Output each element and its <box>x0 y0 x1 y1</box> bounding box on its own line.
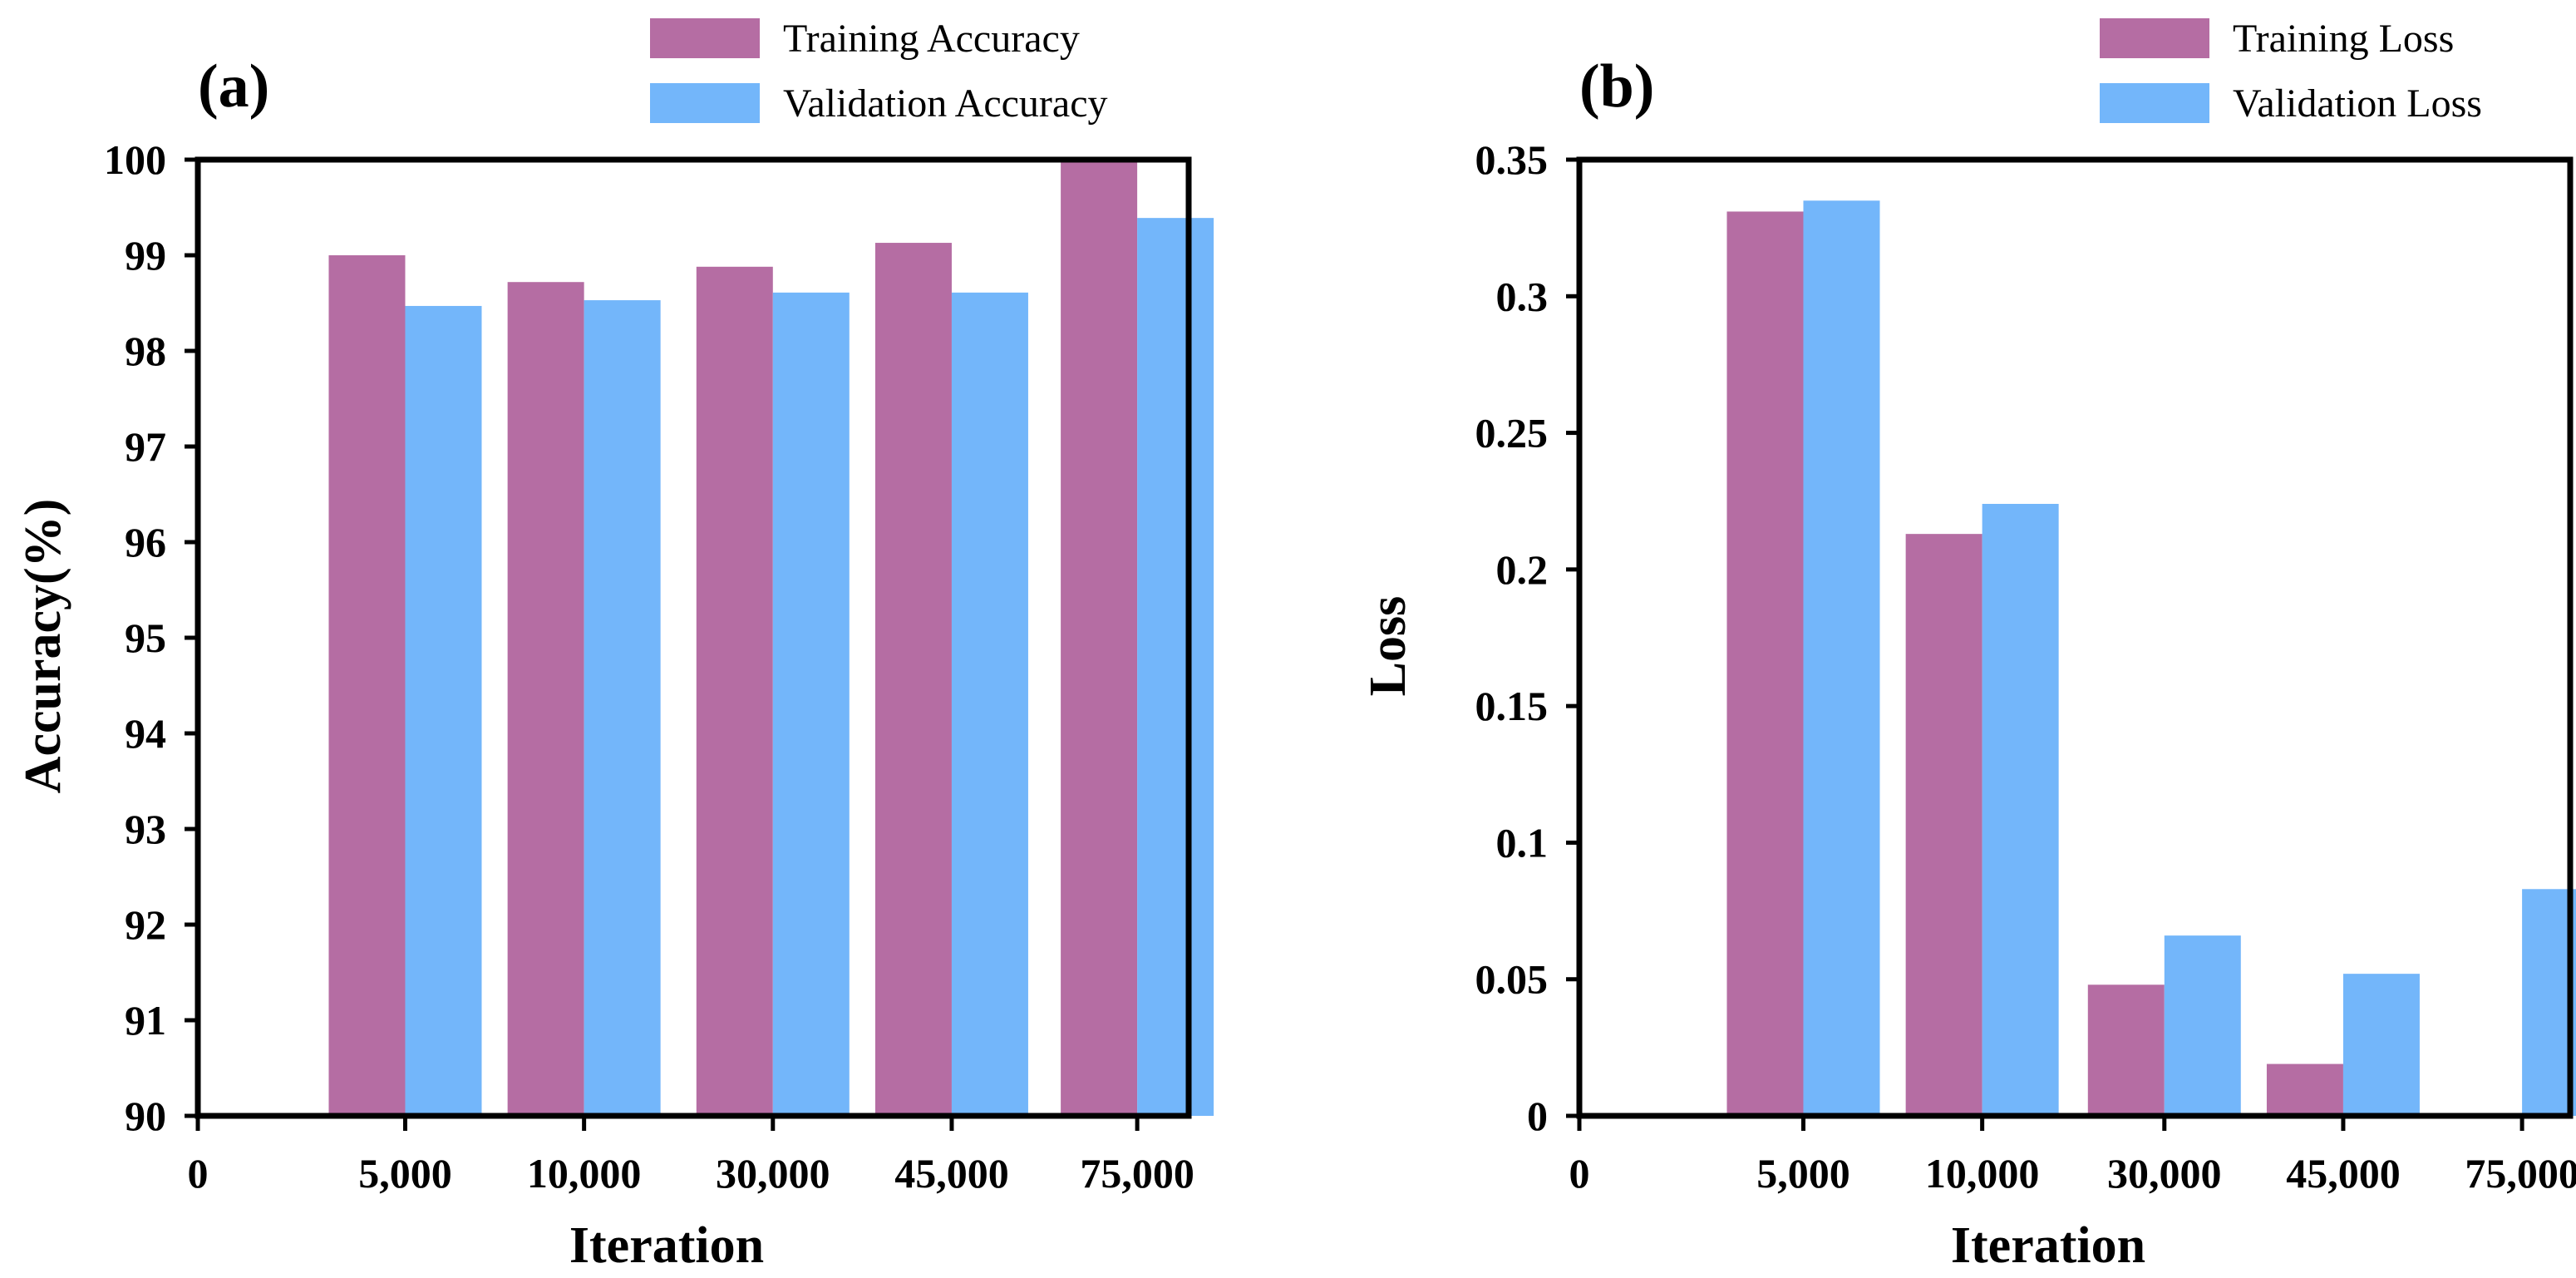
y-tick-label: 96 <box>125 519 166 565</box>
y-tick-label: 98 <box>125 328 166 374</box>
y-tick-label: 0.2 <box>1496 546 1549 593</box>
x-tick-label: 45,000 <box>894 1150 1009 1197</box>
y-tick-label: 0.1 <box>1496 819 1549 866</box>
legend-label: Training Loss <box>2233 17 2454 61</box>
legend: Training Accuracy Validation Accuracy <box>650 17 1108 126</box>
bar-validation <box>405 305 482 1116</box>
x-tick-label: 5,000 <box>358 1150 452 1197</box>
legend-swatch-training <box>650 18 760 58</box>
bar-training <box>874 243 952 1116</box>
legend-swatch-training <box>2100 18 2209 58</box>
x-tick-label: 30,000 <box>2107 1150 2222 1197</box>
y-tick-label: 0.25 <box>1475 410 1549 456</box>
x-tick-label: 10,000 <box>527 1150 642 1197</box>
y-axis-title: Loss <box>1360 596 1416 697</box>
bar-validation <box>2164 935 2241 1116</box>
legend-label: Validation Loss <box>2233 81 2482 126</box>
y-tick-label: 0.05 <box>1475 956 1549 1003</box>
x-tick-label: 75,000 <box>1080 1150 1194 1197</box>
x-axis-title: Iteration <box>569 1217 764 1274</box>
panel-label: (b) <box>1579 52 1654 121</box>
y-tick-label: 95 <box>125 614 166 661</box>
legend-label: Validation Accuracy <box>783 81 1108 126</box>
legend: Training Loss Validation Loss <box>2100 17 2482 126</box>
bar-training <box>507 282 584 1116</box>
bar-training <box>2087 984 2165 1116</box>
bar-validation <box>1982 504 2059 1116</box>
chart-panel-b: 0 0.05 0.1 0.15 0.2 0.25 0.3 0.35 0 5,000 10,000 30… <box>1360 17 2576 1274</box>
panel-label: (a) <box>198 52 269 121</box>
bar-training <box>2266 1063 2343 1116</box>
bar-training <box>328 255 406 1116</box>
bar-validation <box>1803 200 1880 1116</box>
y-tick-label: 0.35 <box>1475 136 1549 183</box>
chart-panel-a: 90 91 92 93 94 95 96 97 98 99 100 0 5,000 10,000 30,00… <box>15 17 1214 1274</box>
y-tick-label: 94 <box>125 710 166 757</box>
x-tick-label: 75,000 <box>2465 1150 2576 1197</box>
y-tick-label: 0 <box>1527 1093 1548 1139</box>
y-tick-label: 91 <box>125 997 166 1044</box>
x-tick-label: 0 <box>1569 1150 1590 1197</box>
bar-training <box>696 266 773 1116</box>
bar-validation <box>1137 218 1214 1116</box>
x-tick-label: 0 <box>188 1150 209 1197</box>
legend-swatch-validation <box>650 83 760 123</box>
x-axis-title: Iteration <box>1951 1217 2145 1274</box>
y-axis-title: Accuracy(%) <box>15 499 71 794</box>
bar-training <box>1726 211 1804 1116</box>
bar-training <box>1061 160 1138 1116</box>
plot-frame <box>1576 156 2574 1119</box>
y-tick-label: 97 <box>125 423 166 470</box>
bar-validation <box>772 292 850 1117</box>
legend-swatch-validation <box>2100 83 2209 123</box>
y-tick-label: 0.3 <box>1496 273 1549 319</box>
y-tick-label: 90 <box>125 1093 166 1139</box>
y-tick-label: 99 <box>125 232 166 279</box>
y-tick-label: 93 <box>125 806 166 852</box>
x-tick-label: 45,000 <box>2286 1150 2401 1197</box>
bar-validation <box>584 300 661 1116</box>
x-tick-label: 10,000 <box>1925 1150 2040 1197</box>
y-tick-label: 0.15 <box>1475 683 1549 729</box>
legend-label: Training Accuracy <box>783 17 1080 61</box>
x-tick-label: 5,000 <box>1756 1150 1850 1197</box>
y-tick-label: 100 <box>104 136 166 183</box>
bar-training <box>1905 534 1982 1116</box>
bar-validation <box>2522 889 2576 1116</box>
y-tick-label: 92 <box>125 901 166 948</box>
bar-validation <box>951 292 1028 1117</box>
bar-validation <box>2342 974 2420 1116</box>
x-tick-label: 30,000 <box>716 1150 830 1197</box>
